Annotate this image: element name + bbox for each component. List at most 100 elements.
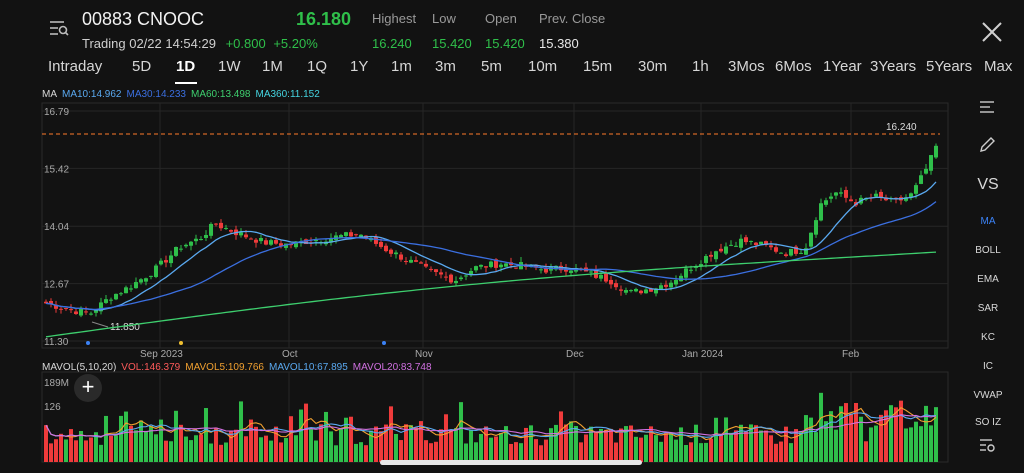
candle-body-14	[114, 293, 118, 300]
active-tab-underline	[175, 82, 197, 84]
tab-5years[interactable]: 5Years	[926, 58, 973, 75]
indicator-vs[interactable]: VS	[977, 176, 999, 193]
candle-body-60	[344, 232, 348, 236]
indicator-ic[interactable]: IC	[983, 361, 993, 372]
pencil-icon[interactable]	[978, 136, 996, 154]
volume-bar-177	[929, 425, 933, 462]
tab-1q[interactable]: 1Q	[307, 58, 328, 75]
candle-body-154	[814, 220, 818, 235]
candle-body-79	[439, 272, 443, 275]
candle-body-57	[329, 238, 333, 243]
tab-1d[interactable]: 1D	[176, 58, 196, 75]
volume-bar-67	[379, 431, 383, 462]
indicator-vwap[interactable]: VWAP	[973, 390, 1003, 401]
volume-bar-166	[874, 425, 878, 462]
tab-1m[interactable]: 1M	[262, 58, 283, 75]
candle-body-68	[384, 245, 388, 252]
candle-body-76	[424, 263, 428, 267]
tab-5d[interactable]: 5D	[132, 58, 152, 75]
candle-body-66	[374, 236, 378, 244]
tab-3m[interactable]: 3m	[435, 58, 456, 75]
tab-1year[interactable]: 1Year	[823, 58, 862, 75]
volume-bar-10	[94, 432, 98, 462]
volume-bar-173	[909, 427, 913, 462]
volume-bar-24	[164, 440, 168, 462]
indicator-soiz[interactable]: SO IZ	[974, 417, 1002, 426]
add-indicator-button[interactable]: +	[74, 374, 102, 402]
volume-bar-54	[314, 440, 318, 462]
volume-bar-98	[534, 439, 538, 462]
settings-list-icon[interactable]	[978, 437, 996, 453]
menu-search-icon[interactable]	[48, 18, 70, 38]
tab-1y[interactable]: 1Y	[350, 58, 369, 75]
candle-body-141	[749, 240, 753, 242]
volume-bar-84	[464, 443, 468, 462]
volume-bar-114	[614, 442, 618, 462]
tab-15m[interactable]: 15m	[583, 58, 613, 75]
tab-30m[interactable]: 30m	[638, 58, 668, 75]
indicator-boll[interactable]: BOLL	[975, 245, 1001, 256]
candle-body-62	[354, 234, 358, 236]
volume-bar-143	[759, 430, 763, 462]
stat-value-low: 15.420	[432, 36, 472, 51]
candle-body-166	[874, 193, 878, 197]
candle-body-149	[789, 248, 793, 256]
candle-body-176	[924, 168, 928, 174]
volume-bar-11	[99, 444, 103, 462]
volume-bar-61	[349, 416, 353, 462]
volume-bar-174	[914, 421, 918, 462]
volume-bar-157	[829, 411, 833, 462]
ma-legend: MA MA10:14.962 MA30:14.233 MA60:13.498 MA360…	[42, 89, 325, 100]
volume-bar-160	[844, 403, 848, 462]
candle-body-19	[139, 279, 143, 283]
tab-1m[interactable]: 1m	[391, 58, 412, 75]
volume-bar-116	[624, 426, 628, 462]
candle-body-26	[174, 246, 178, 256]
ma60-line	[45, 251, 937, 338]
tab-intraday[interactable]: Intraday	[48, 58, 103, 75]
candle-body-74	[414, 260, 418, 262]
volume-bar-104	[564, 424, 568, 462]
volume-bar-132	[704, 442, 708, 462]
candle-body-177	[929, 155, 933, 171]
candle-body-138	[734, 245, 738, 247]
volume-bar-91	[499, 433, 503, 462]
layout-list-icon[interactable]	[978, 100, 996, 114]
candle-body-122	[654, 288, 658, 294]
tab-3mos[interactable]: 3Mos	[728, 58, 765, 75]
candle-body-151	[799, 252, 803, 254]
candle-body-33	[209, 223, 213, 236]
volume-bar-87	[479, 433, 483, 462]
tab-6mos[interactable]: 6Mos	[775, 58, 812, 75]
indicator-kc[interactable]: KC	[981, 332, 995, 343]
volume-bar-3	[59, 433, 63, 462]
indicator-sar[interactable]: SAR	[977, 303, 999, 314]
candle-body-135	[719, 248, 723, 252]
ma-legend-item-3: MA60:13.498	[191, 89, 251, 100]
volume-bar-27	[179, 424, 183, 462]
candle-body-126	[674, 279, 678, 285]
volume-bar-25	[169, 441, 173, 462]
volume-bar-113	[609, 428, 613, 462]
indicator-ema[interactable]: EMA	[977, 274, 999, 285]
candle-body-36	[224, 227, 228, 229]
ma10-line	[45, 181, 937, 311]
candle-body-158	[834, 192, 838, 196]
tab-5m[interactable]: 5m	[481, 58, 502, 75]
candle-body-13	[109, 299, 113, 301]
close-icon[interactable]	[980, 20, 1004, 44]
tab-10m[interactable]: 10m	[528, 58, 558, 75]
tab-3years[interactable]: 3Years	[870, 58, 917, 75]
price-chart[interactable]: 16.79 15.42 14.04 12.67 11.30 189M 126 Sep 2023…	[0, 0, 960, 473]
volume-bar-47	[279, 442, 283, 462]
candle-body-127	[679, 275, 683, 282]
volume-bar-168	[884, 410, 888, 462]
candle-body-9	[89, 313, 93, 315]
indicator-ma[interactable]: MA	[980, 216, 996, 227]
volume-bar-64	[364, 445, 368, 462]
tab-1h[interactable]: 1h	[692, 58, 709, 75]
candle-body-116	[624, 290, 628, 293]
tab-1w[interactable]: 1W	[218, 58, 241, 75]
tab-max[interactable]: Max	[984, 58, 1013, 75]
volume-bar-59	[339, 429, 343, 462]
